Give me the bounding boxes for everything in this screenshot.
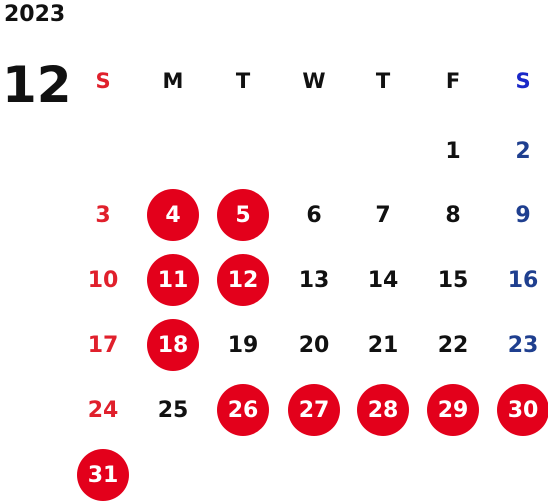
day-cell: 10 [87, 267, 119, 293]
day-cell-highlighted: 29 [427, 384, 479, 436]
day-cell: 20 [298, 332, 330, 358]
weekday-header-friday: F [445, 69, 461, 93]
weekday-header-wednesday: W [302, 69, 326, 93]
day-cell: 24 [87, 397, 119, 423]
day-cell: 19 [227, 332, 259, 358]
weekday-header-monday: M [162, 69, 184, 93]
weekday-header-thursday: T [375, 69, 391, 93]
day-cell: 9 [515, 202, 531, 228]
day-cell: 15 [437, 267, 469, 293]
day-cell: 22 [437, 332, 469, 358]
weekday-header-sunday: S [95, 69, 111, 93]
day-cell-highlighted: 11 [147, 254, 199, 306]
day-cell: 16 [507, 267, 539, 293]
day-cell-highlighted: 4 [147, 189, 199, 241]
day-cell: 21 [367, 332, 399, 358]
day-cell: 14 [367, 267, 399, 293]
day-cell-highlighted: 31 [77, 449, 129, 501]
day-cell-highlighted: 27 [288, 384, 340, 436]
day-cell-highlighted: 28 [357, 384, 409, 436]
day-cell: 7 [375, 202, 391, 228]
day-cell: 25 [157, 397, 189, 423]
day-cell-highlighted: 5 [217, 189, 269, 241]
day-cell: 2 [515, 138, 531, 164]
weekday-header-tuesday: T [235, 69, 251, 93]
day-cell-highlighted: 12 [217, 254, 269, 306]
calendar-month: 12 [2, 56, 72, 114]
weekday-header-saturday: S [515, 69, 531, 93]
day-cell-highlighted: 30 [497, 384, 548, 436]
day-cell-highlighted: 18 [147, 319, 199, 371]
day-cell: 1 [445, 138, 461, 164]
day-cell: 6 [306, 202, 322, 228]
day-cell: 23 [507, 332, 539, 358]
calendar-year: 2023 [4, 2, 66, 27]
day-cell: 17 [87, 332, 119, 358]
day-cell-highlighted: 26 [217, 384, 269, 436]
day-cell: 13 [298, 267, 330, 293]
day-cell: 3 [95, 202, 111, 228]
day-cell: 8 [445, 202, 461, 228]
